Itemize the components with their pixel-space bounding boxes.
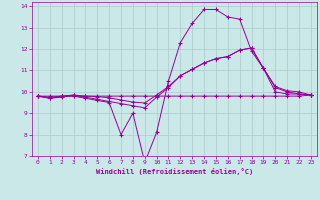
X-axis label: Windchill (Refroidissement éolien,°C): Windchill (Refroidissement éolien,°C) [96, 168, 253, 175]
